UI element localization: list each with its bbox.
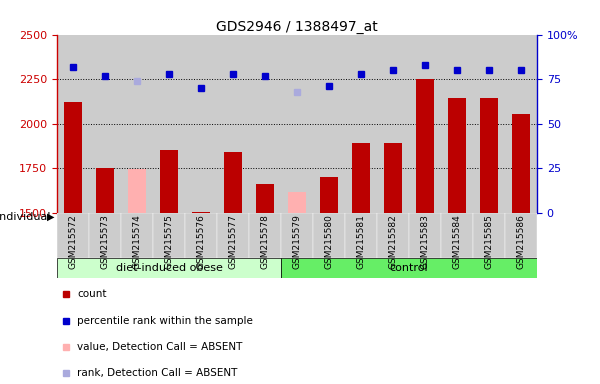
Bar <box>416 79 434 213</box>
Text: GSM215578: GSM215578 <box>260 214 269 269</box>
Text: GSM215585: GSM215585 <box>485 214 493 269</box>
Bar <box>249 213 281 258</box>
Text: GSM215586: GSM215586 <box>517 214 526 269</box>
Bar <box>512 114 530 213</box>
Bar <box>185 213 217 258</box>
Bar <box>153 35 185 213</box>
Bar <box>128 169 146 213</box>
Bar <box>256 184 274 213</box>
Bar <box>313 35 345 213</box>
Bar <box>505 213 537 258</box>
Bar <box>288 192 306 213</box>
Bar <box>217 35 249 213</box>
Text: percentile rank within the sample: percentile rank within the sample <box>77 316 253 326</box>
Bar <box>64 103 82 213</box>
Text: ▶: ▶ <box>47 212 54 222</box>
Bar <box>192 212 210 213</box>
Text: GSM215576: GSM215576 <box>197 214 205 269</box>
Text: control: control <box>389 263 428 273</box>
Bar <box>377 213 409 258</box>
Bar <box>345 35 377 213</box>
Bar <box>473 35 505 213</box>
Bar <box>249 35 281 213</box>
Bar <box>217 213 249 258</box>
Bar <box>352 142 370 213</box>
Bar <box>345 213 377 258</box>
Bar <box>281 213 313 258</box>
Bar <box>185 35 217 213</box>
Bar <box>313 213 345 258</box>
Text: GSM215582: GSM215582 <box>389 214 398 269</box>
Bar <box>121 213 153 258</box>
Bar <box>96 167 114 213</box>
Text: value, Detection Call = ABSENT: value, Detection Call = ABSENT <box>77 342 242 352</box>
Text: GSM215572: GSM215572 <box>68 214 77 269</box>
Title: GDS2946 / 1388497_at: GDS2946 / 1388497_at <box>216 20 378 33</box>
Text: rank, Detection Call = ABSENT: rank, Detection Call = ABSENT <box>77 368 238 379</box>
Text: GSM215583: GSM215583 <box>421 214 430 269</box>
Bar <box>121 35 153 213</box>
Bar <box>409 35 441 213</box>
Bar <box>320 177 338 213</box>
Bar <box>160 150 178 213</box>
Text: GSM215574: GSM215574 <box>133 214 142 269</box>
Bar <box>57 258 281 278</box>
Bar <box>473 213 505 258</box>
Bar <box>441 213 473 258</box>
Bar <box>448 98 466 213</box>
Text: GSM215581: GSM215581 <box>356 214 365 269</box>
Bar <box>89 213 121 258</box>
Bar <box>224 152 242 213</box>
Text: GSM215579: GSM215579 <box>293 214 302 269</box>
Bar <box>153 213 185 258</box>
Text: diet-induced obese: diet-induced obese <box>116 263 223 273</box>
Bar <box>384 144 402 213</box>
Bar <box>281 35 313 213</box>
Bar <box>377 35 409 213</box>
Bar <box>441 35 473 213</box>
Bar <box>57 213 89 258</box>
Bar <box>409 213 441 258</box>
Bar <box>57 35 89 213</box>
Text: individual: individual <box>0 212 54 222</box>
Bar <box>480 98 498 213</box>
Text: GSM215573: GSM215573 <box>101 214 110 269</box>
Text: GSM215580: GSM215580 <box>325 214 334 269</box>
Bar <box>281 258 537 278</box>
Text: GSM215577: GSM215577 <box>229 214 238 269</box>
Text: GSM215584: GSM215584 <box>452 214 461 269</box>
Text: count: count <box>77 289 107 299</box>
Text: GSM215575: GSM215575 <box>164 214 173 269</box>
Bar <box>505 35 537 213</box>
Bar <box>89 35 121 213</box>
